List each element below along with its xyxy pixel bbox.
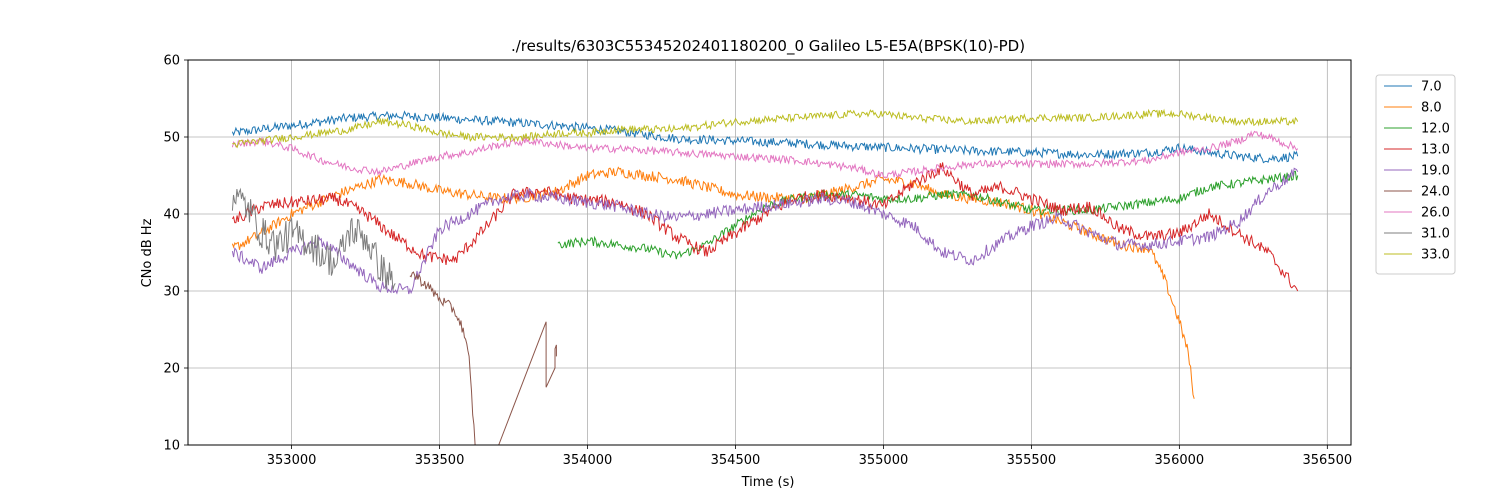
- plot-area-frame: [187, 59, 1352, 446]
- axis-ticks: 353000 353500 354000 354500 355000 355500 3560…: [163, 54, 1352, 469]
- y-tick-label: 40: [163, 208, 180, 223]
- series-line-7.0: [231, 110, 1299, 164]
- series-line-26.0: [231, 130, 1299, 179]
- legend-label-26.0: 26.0: [1421, 206, 1450, 221]
- x-tick-label: 356000: [1155, 453, 1205, 468]
- x-tick-label: 353000: [267, 453, 317, 468]
- x-tick-label: 354500: [711, 453, 761, 468]
- x-tick-label: 356500: [1303, 453, 1353, 468]
- x-tick-label: 353500: [415, 453, 465, 468]
- y-tick-label: 30: [163, 285, 180, 300]
- legend-label-8.0: 8.0: [1421, 101, 1442, 116]
- y-tick-label: 20: [163, 362, 180, 377]
- series-line-31.0: [231, 187, 396, 290]
- x-tick-label: 355500: [1007, 453, 1057, 468]
- legend-label-24.0: 24.0: [1421, 185, 1450, 200]
- series-layer: [231, 108, 1299, 445]
- series-line-12.0: [557, 170, 1299, 260]
- chart-title: ./results/6303C55345202401180200_0 Galil…: [511, 37, 1025, 56]
- legend-label-33.0: 33.0: [1421, 248, 1450, 263]
- x-axis-label: Time (s): [741, 475, 795, 490]
- legend-box: [1375, 74, 1456, 275]
- legend-label-31.0: 31.0: [1421, 227, 1450, 242]
- legend-label-12.0: 12.0: [1421, 122, 1450, 137]
- legend-label-7.0: 7.0: [1421, 80, 1442, 95]
- series-line-33.0: [232, 108, 1299, 149]
- x-tick-label: 354000: [563, 453, 613, 468]
- legend-label-19.0: 19.0: [1421, 164, 1450, 179]
- x-tick-label: 355000: [859, 453, 909, 468]
- y-tick-label: 10: [163, 439, 180, 454]
- series-line-19.0: [231, 167, 1299, 295]
- y-axis-label: CNo dB Hz: [140, 218, 155, 287]
- y-tick-label: 60: [163, 54, 180, 69]
- series-line-8.0: [231, 166, 1195, 399]
- legend: 7.0 8.0 12.0 13.0 19.0 24.0 26.0 31.0 33.0: [1375, 74, 1456, 275]
- series-line-24.0: [409, 271, 476, 445]
- y-tick-label: 50: [163, 131, 180, 146]
- legend-label-13.0: 13.0: [1421, 143, 1450, 158]
- series-segment-24.0: [498, 321, 557, 445]
